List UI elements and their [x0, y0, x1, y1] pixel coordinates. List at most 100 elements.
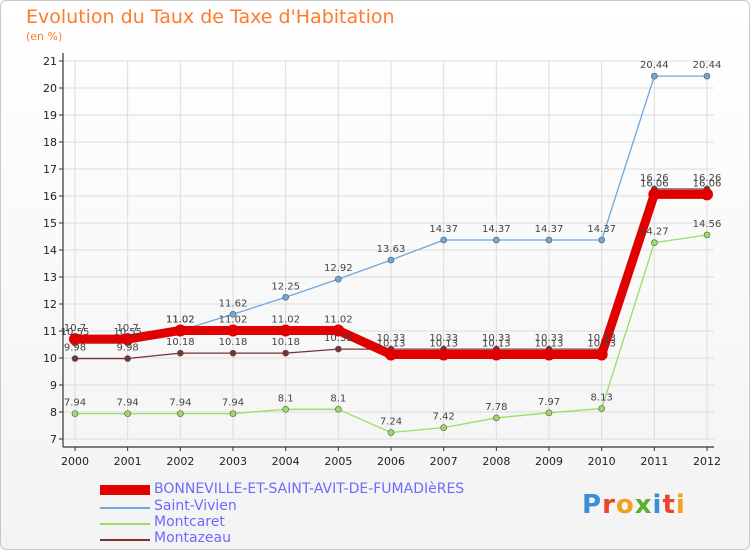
- axes: [59, 53, 714, 451]
- data-label-saint-vivien: 10.55: [61, 327, 90, 338]
- data-point-bonneville: [490, 348, 503, 361]
- y-tick-label: 15: [43, 217, 57, 230]
- data-point-bonneville: [437, 348, 450, 361]
- data-point-montcaret: [598, 405, 605, 412]
- y-tick-label: 20: [43, 82, 57, 95]
- data-label-saint-vivien: 12.25: [271, 281, 300, 292]
- x-tick-label: 2001: [114, 455, 142, 468]
- data-point-saint-vivien: [282, 293, 289, 301]
- data-point-montcaret: [124, 410, 131, 417]
- data-label-montcaret: 7.94: [222, 398, 244, 409]
- x-tick-label: 2009: [535, 455, 563, 468]
- y-tick-label: 8: [50, 406, 57, 419]
- data-point-bonneville: [121, 333, 134, 346]
- x-tick-label: 2000: [61, 455, 89, 468]
- data-label-montcaret: 7.42: [433, 412, 455, 423]
- data-label-montcaret: 7.24: [380, 417, 402, 428]
- data-label-bonneville: 10.13: [429, 338, 458, 349]
- data-label-montcaret: 8.13: [591, 392, 613, 403]
- x-tick-label: 2003: [219, 455, 247, 468]
- data-label-saint-vivien: 11.02: [166, 314, 195, 325]
- data-point-montazeau: [282, 349, 289, 357]
- data-label-montazeau: 16.26: [640, 173, 669, 184]
- data-label-saint-vivien: 12.92: [324, 263, 353, 274]
- data-point-montcaret: [229, 410, 237, 417]
- data-label-montcaret: 14.56: [693, 219, 722, 230]
- data-point-montcaret: [651, 239, 658, 247]
- x-tick-label: 2010: [588, 455, 616, 468]
- data-label-saint-vivien: 14.37: [429, 224, 458, 235]
- data-point-bonneville: [648, 188, 661, 201]
- chart-subtitle: (en %): [26, 30, 63, 43]
- legend-label-saint-vivien: Saint-Vivien: [154, 498, 237, 514]
- data-point-montazeau: [229, 349, 237, 357]
- data-label-montcaret: 7.94: [117, 398, 139, 409]
- data-point-bonneville: [279, 324, 292, 337]
- x-tick-label: 2004: [272, 455, 300, 468]
- data-point-bonneville: [332, 324, 345, 337]
- logo-letter: x: [634, 490, 653, 520]
- data-label-montazeau: 10.33: [587, 333, 616, 344]
- data-label-bonneville: 11.02: [324, 314, 353, 325]
- data-point-bonneville: [595, 348, 608, 361]
- data-label-montcaret: 7.78: [485, 402, 507, 413]
- data-point-saint-vivien: [651, 72, 658, 80]
- data-point-saint-vivien: [335, 275, 342, 283]
- legend-swatch-montazeau: [100, 539, 150, 541]
- data-labels: 10.55 10.55 11.02 11.62 12.25 12.92 13.63 14.37…: [61, 60, 722, 427]
- y-tick-label: 18: [43, 136, 57, 149]
- legend-swatch-saint-vivien: [100, 507, 150, 509]
- data-label-montazeau: 9.98: [117, 343, 139, 354]
- data-point-saint-vivien: [387, 256, 395, 264]
- data-label-saint-vivien: 10.55: [113, 327, 142, 338]
- data-point-saint-vivien: [703, 72, 711, 80]
- data-label-montcaret: 7.97: [538, 397, 560, 408]
- data-label-montazeau: 9.98: [64, 343, 86, 354]
- data-label-saint-vivien: 20.44: [640, 60, 669, 71]
- data-label-saint-vivien: 14.37: [587, 224, 616, 235]
- logo-letter: i: [675, 490, 686, 520]
- logo-letter: t: [662, 490, 676, 520]
- data-label-saint-vivien: 11.62: [219, 298, 248, 309]
- data-label-saint-vivien: 14.37: [535, 224, 564, 235]
- data-point-montcaret: [71, 410, 79, 417]
- data-label-montcaret: 7.94: [169, 398, 191, 409]
- y-tick-label: 7: [50, 433, 57, 446]
- data-label-montazeau: 10.33: [482, 333, 511, 344]
- data-point-montazeau: [71, 355, 79, 362]
- x-tick-label: 2008: [482, 455, 510, 468]
- data-label-montcaret: 14.27: [640, 227, 669, 238]
- data-label-bonneville: 10.7: [117, 323, 139, 334]
- data-point-montazeau: [124, 355, 131, 362]
- data-label-saint-vivien: 20.44: [693, 60, 722, 71]
- data-point-montcaret: [177, 410, 184, 417]
- y-tick-label: 21: [43, 55, 57, 68]
- data-point-bonneville: [227, 324, 239, 337]
- data-point-saint-vivien: [545, 236, 553, 244]
- data-label-bonneville: 10.13: [482, 338, 511, 349]
- data-label-bonneville: 10.13: [587, 338, 616, 349]
- x-tick-label: 2011: [640, 455, 668, 468]
- data-point-bonneville: [69, 333, 81, 346]
- legend-swatch-bonneville: [100, 485, 150, 495]
- logo-letter: r: [602, 490, 616, 520]
- y-tick-label: 9: [50, 379, 57, 392]
- logo-letter: P: [582, 490, 603, 520]
- data-label-montcaret: 8.1: [278, 393, 294, 404]
- data-label-montazeau: 10.33: [429, 333, 458, 344]
- y-tick-label: 16: [43, 190, 57, 203]
- data-label-montazeau: 10.33: [535, 333, 564, 344]
- data-label-montazeau: 10.33: [324, 333, 353, 344]
- data-label-bonneville: 10.13: [377, 338, 406, 349]
- data-point-montcaret: [282, 405, 289, 413]
- x-tick-label: 2007: [430, 455, 458, 468]
- data-label-montazeau: 16.26: [693, 173, 722, 184]
- y-tick-label: 10: [43, 352, 57, 365]
- data-point-montcaret: [335, 405, 342, 413]
- data-label-montcaret: 8.1: [330, 393, 346, 404]
- data-label-bonneville: 11.02: [219, 314, 248, 325]
- data-point-bonneville: [543, 348, 555, 361]
- y-tick-label: 12: [43, 298, 57, 311]
- data-point-saint-vivien: [440, 236, 447, 244]
- data-point-bonneville: [701, 188, 713, 201]
